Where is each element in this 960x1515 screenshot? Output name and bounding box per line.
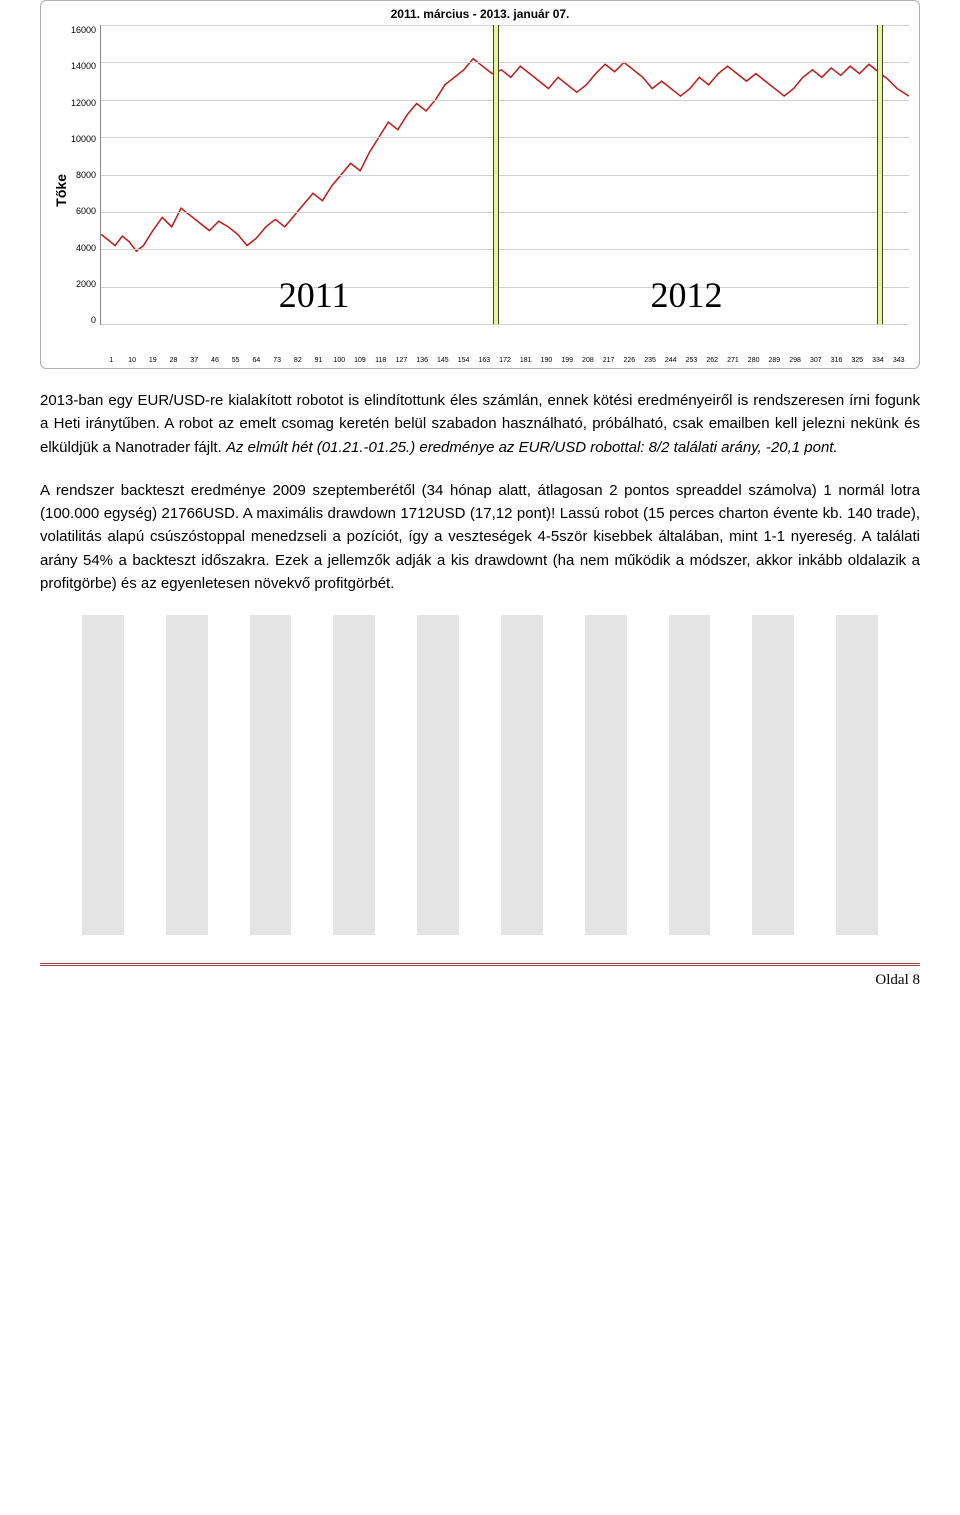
equity-chart-2 [40, 615, 920, 935]
page-footer: Oldal 8 [40, 963, 920, 989]
chart1-yticks: 1600014000120001000080006000400020000 [71, 25, 100, 325]
equity-chart-1: 2011. március - 2013. január 07. Tőke 16… [40, 0, 920, 369]
chart1-xticks: 1101928374655647382911001091181271361451… [51, 355, 909, 364]
paragraph-2: A rendszer backteszt eredménye 2009 szep… [40, 479, 920, 595]
chart1-title: 2011. március - 2013. január 07. [51, 7, 909, 21]
chart1-plot: 20112012 [100, 25, 909, 325]
chart1-ylabel: Tőke [51, 174, 71, 207]
page-number: Oldal 8 [875, 972, 920, 988]
paragraph-1: 2013-ban egy EUR/USD-re kialakított robo… [40, 389, 920, 459]
para1-italic: Az elmúlt hét (01.21.-01.25.) eredménye … [226, 439, 838, 456]
